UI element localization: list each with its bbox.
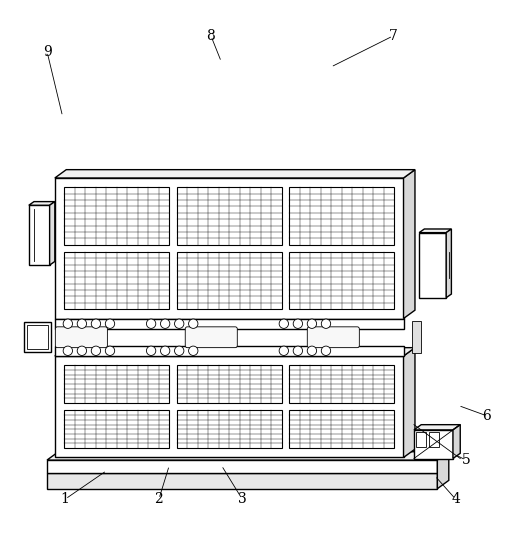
Circle shape [321,346,331,355]
Circle shape [175,319,184,328]
Circle shape [77,319,87,328]
Text: 5: 5 [462,453,470,467]
Polygon shape [55,170,415,178]
Circle shape [160,346,170,355]
Polygon shape [414,425,460,430]
Polygon shape [403,170,415,318]
Text: 10: 10 [28,242,45,256]
Polygon shape [419,229,451,233]
Polygon shape [55,348,415,356]
Text: 9: 9 [43,44,52,58]
Circle shape [63,346,73,355]
FancyBboxPatch shape [55,327,107,348]
Bar [47,473,437,488]
Bar [27,325,47,349]
Text: 8: 8 [207,29,215,43]
Bar [55,356,403,457]
Circle shape [175,346,184,355]
Circle shape [321,319,331,328]
Text: 3: 3 [238,492,247,506]
Text: 2: 2 [155,492,163,506]
Bar [289,365,394,403]
Polygon shape [453,425,460,458]
Polygon shape [29,202,55,205]
Polygon shape [437,452,449,488]
Circle shape [105,319,115,328]
Circle shape [91,346,100,355]
Bar [55,346,403,356]
Circle shape [146,319,156,328]
Bar [177,187,282,244]
Bar [64,365,169,403]
Circle shape [105,346,115,355]
Circle shape [279,346,288,355]
Circle shape [307,319,317,328]
Text: 4: 4 [451,492,460,506]
Bar [289,410,394,448]
Bar [64,410,169,448]
Circle shape [279,319,288,328]
Circle shape [160,319,170,328]
Bar [177,252,282,309]
Circle shape [293,319,302,328]
FancyBboxPatch shape [307,327,359,348]
Polygon shape [446,229,451,297]
Bar [55,318,403,329]
Circle shape [91,319,100,328]
Bar [414,430,453,458]
Circle shape [189,346,198,355]
Polygon shape [49,202,55,265]
Text: 1: 1 [61,492,69,506]
Circle shape [293,346,302,355]
Bar [55,178,403,318]
Bar [47,460,437,473]
Bar [64,252,169,309]
Bar [177,410,282,448]
Circle shape [189,319,198,328]
Bar [177,365,282,403]
Bar [412,321,421,354]
Bar [416,432,427,447]
Text: 7: 7 [389,29,398,43]
Polygon shape [47,452,449,460]
Bar [29,205,49,265]
Circle shape [307,346,317,355]
Text: 6: 6 [482,409,491,423]
Bar [24,322,50,352]
Circle shape [77,346,87,355]
Bar [289,187,394,244]
Bar [64,187,169,244]
Circle shape [146,346,156,355]
Bar [419,233,446,297]
Bar [289,252,394,309]
Bar [429,432,439,447]
Polygon shape [403,348,415,457]
FancyBboxPatch shape [185,327,237,348]
Circle shape [63,319,73,328]
